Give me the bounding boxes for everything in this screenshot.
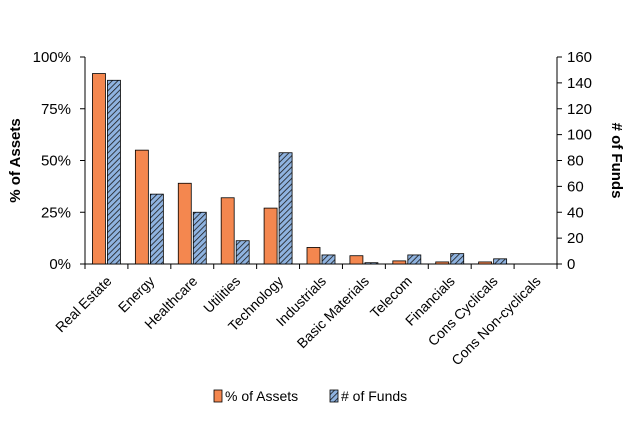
legend-swatch-assets: [213, 389, 223, 403]
left-tick-label: 25%: [41, 204, 71, 221]
bar-assets: [478, 261, 493, 265]
bar-assets: [349, 255, 364, 265]
bar-funds: [364, 262, 379, 265]
right-tick-label: 160: [567, 49, 592, 66]
bar-funds: [450, 253, 465, 265]
left-axis-title: % of Assets: [7, 118, 24, 202]
bar-assets: [392, 260, 407, 265]
bar-funds: [192, 211, 207, 265]
category-label: Energy: [115, 273, 158, 316]
right-tick-label: 20: [567, 230, 584, 247]
legend-label-assets: % of Assets: [225, 388, 298, 404]
bar-assets: [263, 207, 278, 265]
bar-assets: [177, 182, 192, 265]
left-tick-label: 50%: [41, 153, 71, 170]
right-tick-label: 0: [567, 256, 575, 273]
left-tick-label: 0%: [49, 256, 71, 273]
bar-assets: [435, 261, 450, 265]
right-axis-title: # of Funds: [608, 123, 625, 199]
bar-funds: [321, 254, 336, 265]
legend-swatch-funds: [329, 389, 339, 403]
bar-assets: [306, 247, 321, 265]
bar-assets: [92, 73, 106, 265]
bar-funds: [407, 254, 422, 265]
right-tick-label: 40: [567, 204, 584, 221]
right-tick-label: 60: [567, 178, 584, 195]
left-tick-label: 100%: [33, 49, 71, 66]
legend-label-funds: # of Funds: [341, 388, 407, 404]
bar-funds: [149, 193, 164, 265]
bar-funds: [278, 152, 293, 265]
bar-funds: [493, 258, 508, 265]
bar-funds: [235, 240, 250, 265]
right-tick-label: 80: [567, 153, 584, 170]
bar-funds: [107, 79, 121, 265]
bar-assets: [220, 197, 235, 265]
right-tick-label: 140: [567, 75, 592, 92]
right-tick-label: 100: [567, 127, 592, 144]
left-tick-label: 75%: [41, 101, 71, 118]
bar-assets: [134, 149, 149, 265]
category-label: Real Estate: [52, 273, 115, 336]
right-tick-label: 120: [567, 101, 592, 118]
